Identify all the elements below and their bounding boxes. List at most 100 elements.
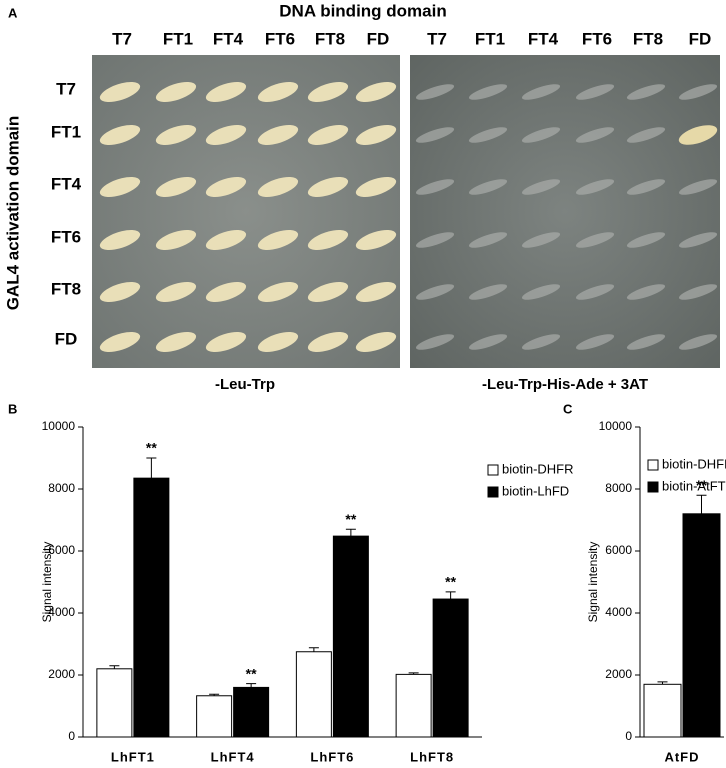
bar xyxy=(395,673,432,738)
x-tick-label: AtFD xyxy=(664,749,699,764)
panel-title: DNA binding domain xyxy=(279,1,446,20)
y-tick-label: 10000 xyxy=(599,419,633,433)
y-tick-label: 4000 xyxy=(605,605,632,619)
colony xyxy=(468,84,508,100)
annotation: ** xyxy=(246,665,257,681)
colony xyxy=(99,81,141,103)
colony xyxy=(415,334,455,350)
colony xyxy=(257,81,299,103)
column-label: FT6 xyxy=(582,29,612,48)
row-label: FT8 xyxy=(51,279,81,298)
error-bar xyxy=(345,528,356,537)
colony xyxy=(257,176,299,198)
colony xyxy=(257,124,299,146)
colony xyxy=(155,331,197,353)
colony xyxy=(99,281,141,303)
colony xyxy=(575,84,615,100)
x-tick-label: LhFT6 xyxy=(310,749,354,764)
column-label: FT6 xyxy=(265,29,295,48)
colonies xyxy=(99,81,718,353)
legend-swatch xyxy=(647,459,659,471)
colony xyxy=(307,331,349,353)
annotation: ** xyxy=(445,574,456,590)
row-label: T7 xyxy=(56,79,76,98)
column-label: FD xyxy=(367,29,390,48)
row-label: FT1 xyxy=(51,122,81,141)
y-tick-label: 6000 xyxy=(48,543,75,557)
colony xyxy=(355,281,397,303)
colony xyxy=(678,125,718,145)
colony xyxy=(678,179,718,195)
colony xyxy=(307,176,349,198)
colony xyxy=(415,179,455,195)
y-tick-label: 2000 xyxy=(605,667,632,681)
colony xyxy=(575,179,615,195)
colony xyxy=(99,176,141,198)
y-tick-label: 4000 xyxy=(48,605,75,619)
y-tick-label: 0 xyxy=(68,729,75,743)
colony xyxy=(626,232,666,248)
panel-label: B xyxy=(8,401,17,416)
column-label: FT1 xyxy=(475,29,505,48)
x-tick-label: LhFT4 xyxy=(211,749,255,764)
colony xyxy=(575,232,615,248)
colony xyxy=(626,284,666,300)
bar xyxy=(682,513,721,738)
colony xyxy=(307,124,349,146)
colony xyxy=(355,229,397,251)
colony xyxy=(307,229,349,251)
column-label: FT4 xyxy=(528,29,559,48)
caption: -Leu-Trp xyxy=(215,376,275,393)
colony xyxy=(205,229,247,251)
row-axis-label: GAL4 activation domain xyxy=(3,116,22,311)
legend-swatch xyxy=(487,464,499,476)
colony xyxy=(575,284,615,300)
colony xyxy=(626,334,666,350)
y-tick-label: 2000 xyxy=(48,667,75,681)
panel-label: A xyxy=(8,5,18,20)
row-label: FT6 xyxy=(51,227,81,246)
column-label: FT1 xyxy=(163,29,193,48)
colony xyxy=(415,84,455,100)
colony xyxy=(155,229,197,251)
annotation: ** xyxy=(146,440,157,456)
colony xyxy=(355,331,397,353)
bar xyxy=(295,651,332,738)
colony xyxy=(205,331,247,353)
column-label: FT8 xyxy=(315,29,345,48)
legend-label: biotin-DHFR xyxy=(662,456,726,471)
error-bar xyxy=(146,457,157,479)
colony xyxy=(521,179,561,195)
colony xyxy=(99,331,141,353)
y-tick-label: 0 xyxy=(625,729,632,743)
colony xyxy=(415,127,455,143)
y-tick-label: 8000 xyxy=(48,481,75,495)
colony xyxy=(415,232,455,248)
column-label: FT8 xyxy=(633,29,663,48)
colony xyxy=(355,176,397,198)
colony xyxy=(521,334,561,350)
bar xyxy=(233,686,270,738)
colony xyxy=(468,179,508,195)
column-label: FT4 xyxy=(213,29,244,48)
colony xyxy=(678,232,718,248)
colony xyxy=(468,232,508,248)
colony xyxy=(205,281,247,303)
colony xyxy=(415,284,455,300)
bar xyxy=(133,477,170,738)
colony xyxy=(678,334,718,350)
error-bar xyxy=(408,672,419,675)
legend-label: biotin-DHFR xyxy=(502,461,574,476)
column-label: FD xyxy=(689,29,712,48)
colony xyxy=(521,232,561,248)
colony xyxy=(626,127,666,143)
colony xyxy=(521,284,561,300)
colony xyxy=(678,284,718,300)
legend-label: biotin-LhFD xyxy=(502,483,569,498)
bar xyxy=(196,695,233,738)
colony xyxy=(355,81,397,103)
plate-left xyxy=(92,55,400,368)
bar xyxy=(432,598,469,738)
column-label: T7 xyxy=(427,29,447,48)
